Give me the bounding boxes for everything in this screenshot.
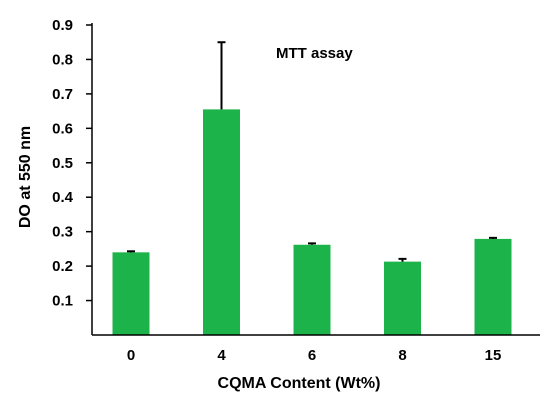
y-tick-label: 0.2 (52, 258, 73, 275)
y-tick-label: 0.7 (52, 86, 73, 103)
bar-0 (112, 252, 150, 335)
x-tick-label: 6 (308, 347, 316, 364)
chart-annotation: MTT assay (276, 45, 353, 62)
y-tick-label: 0.5 (52, 155, 73, 172)
x-tick-label: 4 (217, 347, 226, 364)
y-tick-label: 0.8 (52, 51, 73, 68)
y-axis-title: DO at 550 nm (17, 126, 34, 228)
bar-6 (293, 244, 331, 335)
bar-8 (384, 261, 421, 335)
y-axis-ticks: 0.1 0.2 0.3 0.4 0.5 0.6 0.7 0.8 0.9 (52, 17, 92, 310)
bar-4 (203, 109, 240, 335)
x-tick-label: 8 (398, 347, 406, 364)
error-bars (127, 41, 497, 262)
y-tick-label: 0.6 (52, 120, 73, 137)
bar-15 (474, 238, 512, 335)
x-axis-ticks: 0 4 6 8 15 (127, 347, 502, 364)
x-tick-label: 0 (127, 347, 135, 364)
y-tick-label: 0.9 (52, 17, 73, 34)
y-tick-label: 0.1 (52, 293, 73, 310)
x-axis-title: CQMA Content (Wt%) (218, 375, 381, 392)
x-tick-label: 15 (485, 347, 502, 364)
y-tick-label: 0.3 (52, 224, 73, 241)
y-tick-label: 0.4 (52, 189, 74, 206)
bars (112, 109, 512, 335)
